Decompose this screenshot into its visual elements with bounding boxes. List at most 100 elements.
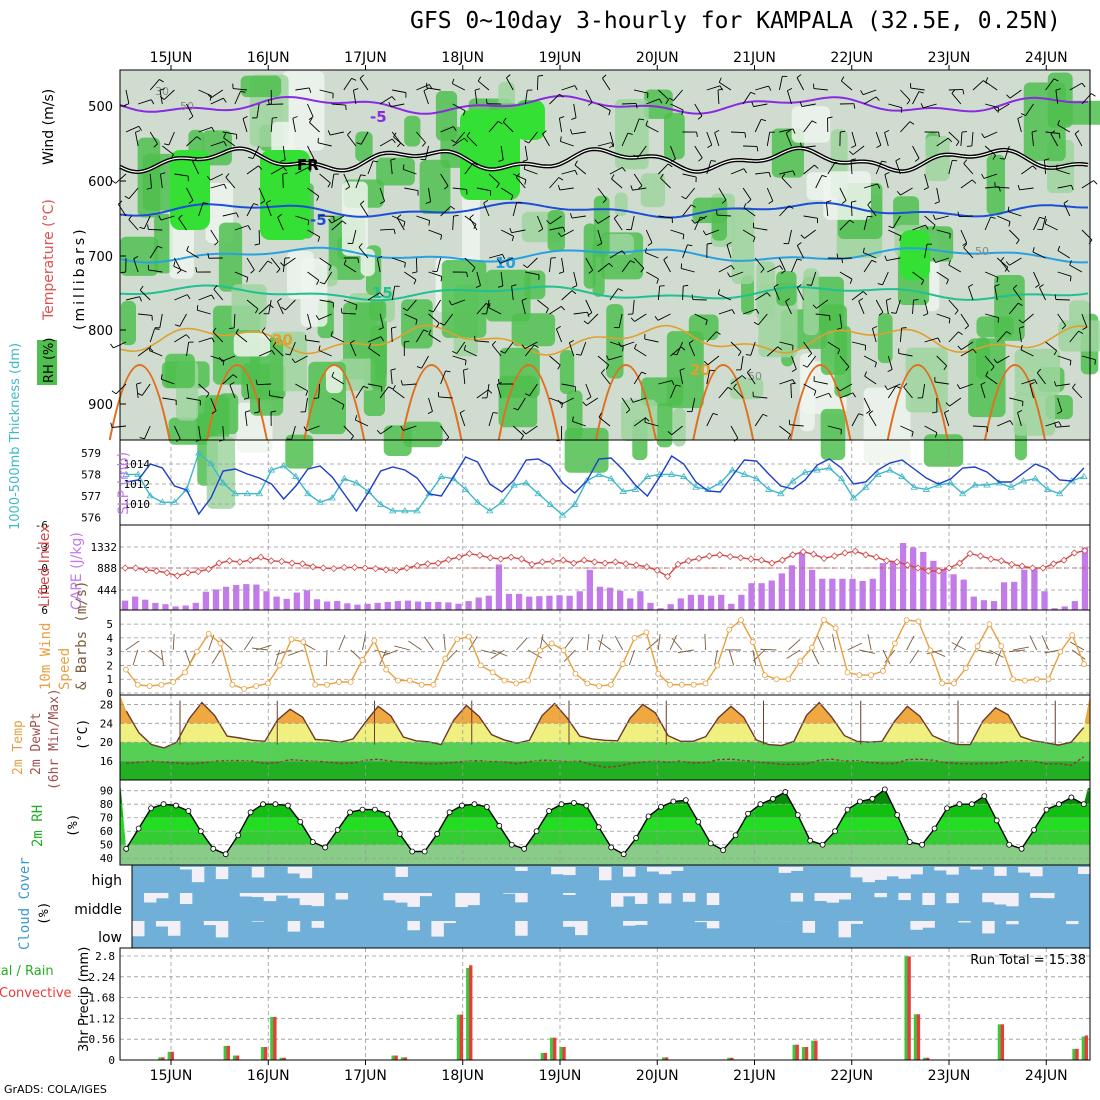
wind-barb [420,145,429,161]
wind-barb [644,417,659,427]
wind-barb [1057,397,1063,415]
rh-line-point [409,848,416,855]
wind-barb [255,379,272,386]
cloud-cell [155,893,169,899]
wind-barb [272,341,284,357]
wind-barb [162,145,174,160]
cloud-cell [838,893,851,900]
wind-barb [513,397,526,411]
wind-barb [1043,158,1050,175]
wind-barb [742,187,752,204]
thickness-line-point [777,489,785,497]
rh-line-point [347,809,353,816]
rh-patch-high [900,230,930,280]
wind-barb [611,174,623,189]
wind-barb [899,327,907,343]
rh-patch [877,313,893,364]
thickness-line-point [934,481,943,488]
rh-patch [823,171,871,220]
cape-bar [192,602,199,610]
wind-barb [864,371,877,385]
wind-speed-line-point [726,626,733,633]
wind-barb [1045,341,1058,356]
wind-barb [839,219,855,231]
isotherm-line [119,324,1089,356]
cape-bar [798,551,806,610]
wind-barb [198,202,209,217]
wind-barb [380,228,396,235]
wind-barb [626,215,635,231]
wind-barb [582,397,599,406]
wind-speed-line-point [820,617,827,623]
cape-bar [313,599,321,610]
wind-barb [730,168,747,175]
ylabel-rh: RH (%) [42,338,57,383]
wind-barb [634,343,647,357]
wind-barb [706,131,713,149]
cape-bar [253,584,260,610]
cloud-cell [970,867,983,870]
cloud-cell [850,867,863,878]
thickness-line-point [752,474,761,482]
cape-bar [899,543,907,610]
rh-patch [218,393,239,435]
cloud-cell [287,867,301,874]
surface-wind-barb [951,642,967,651]
cape-bar [738,594,745,610]
wind-barb [597,262,613,273]
wind-speed-line-point [359,657,366,663]
lifted-index-line-point [476,551,484,559]
thickness-line-point [667,470,676,477]
lifted-index-line-point [737,554,745,562]
wind-barb [703,355,720,366]
wind-barb [884,383,901,391]
surface-wind-barb [816,635,825,651]
surface-wind-barb [563,649,576,662]
surface-wind-barb [1029,635,1038,651]
wind-barb [888,103,903,113]
cape-bar [950,574,957,610]
cape-bar [536,596,543,610]
rh-patch [559,350,575,394]
surface-wind-barb [977,649,994,655]
wind-barb [524,131,538,144]
rh-line-point [210,845,217,852]
wind-barb [888,215,901,229]
surface-wind-barb [704,633,706,651]
wind-barb [440,173,449,190]
lifted-index-line-point [757,556,766,564]
wind-speed-line-point [738,617,744,623]
wind-barb [694,313,708,326]
cape-tick-label: 1332 [91,541,118,554]
wind-barb [1020,103,1034,117]
wind-barb [863,355,877,368]
wind-barb [951,89,962,105]
wind-speed-line-point [288,636,295,643]
lifted-index-line-point [298,560,307,568]
wind-barb [717,88,723,105]
precip-bar-total [400,1057,406,1060]
rh-patch [355,131,373,162]
surface-wind-barb [669,635,677,651]
thickness-line-point [473,498,482,505]
thickness-line-point [255,489,264,497]
thickness-line-point [570,500,579,507]
wind-barb [594,215,611,224]
wind-barb [307,187,320,201]
rh-patch [905,347,948,413]
lifted-index-line-point [778,556,786,564]
wind-barb [932,257,949,263]
wind-barb [863,397,871,414]
thickness-line-point [740,470,749,477]
thickness-line-point [825,464,834,471]
wind-speed-line-point [608,681,614,688]
wind-barb [924,131,940,138]
wind-barb [1012,284,1022,301]
wind-barb [912,145,920,162]
date-label-top: 18JUN [441,50,484,66]
wind-speed-line-point [241,685,248,692]
wind-barb [317,137,332,147]
wind-speed-line-point [1045,676,1052,683]
cape-bar [455,603,462,610]
cape-bar [404,600,412,610]
